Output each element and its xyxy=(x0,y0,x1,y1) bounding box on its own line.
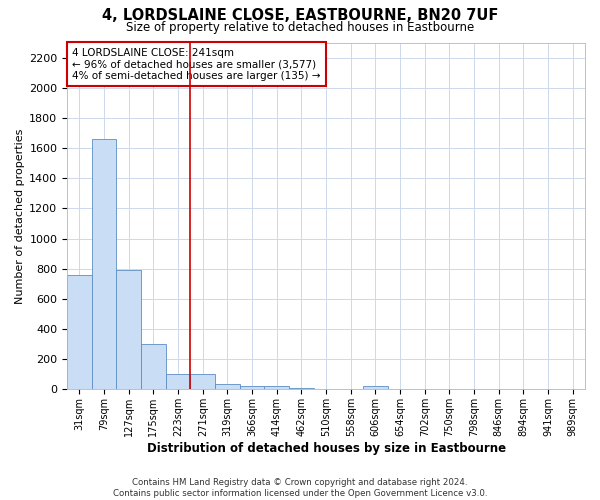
Text: 4, LORDSLAINE CLOSE, EASTBOURNE, BN20 7UF: 4, LORDSLAINE CLOSE, EASTBOURNE, BN20 7U… xyxy=(102,8,498,22)
Bar xyxy=(67,275,92,390)
Bar xyxy=(166,374,190,390)
Bar xyxy=(141,344,166,390)
Bar xyxy=(190,374,215,390)
Text: Contains HM Land Registry data © Crown copyright and database right 2024.
Contai: Contains HM Land Registry data © Crown c… xyxy=(113,478,487,498)
Bar xyxy=(289,388,314,390)
Bar xyxy=(363,386,388,390)
X-axis label: Distribution of detached houses by size in Eastbourne: Distribution of detached houses by size … xyxy=(146,442,506,455)
Y-axis label: Number of detached properties: Number of detached properties xyxy=(15,128,25,304)
Text: Size of property relative to detached houses in Eastbourne: Size of property relative to detached ho… xyxy=(126,22,474,35)
Bar xyxy=(215,384,240,390)
Bar xyxy=(240,386,265,390)
Text: 4 LORDSLAINE CLOSE: 241sqm
← 96% of detached houses are smaller (3,577)
4% of se: 4 LORDSLAINE CLOSE: 241sqm ← 96% of deta… xyxy=(73,48,321,81)
Bar xyxy=(265,386,289,390)
Bar xyxy=(92,139,116,390)
Bar xyxy=(116,270,141,390)
